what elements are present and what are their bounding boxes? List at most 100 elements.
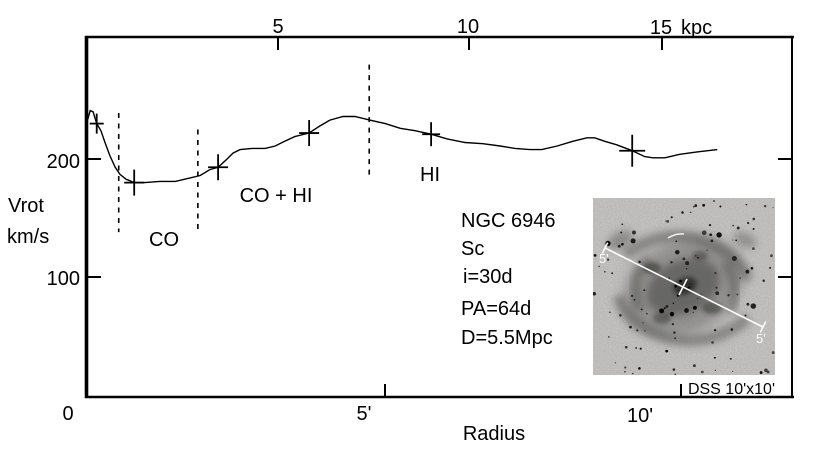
inset-scale-label-bottom: 5' [756, 331, 766, 346]
star-dot [739, 277, 741, 279]
star-dot [659, 308, 665, 314]
star-dot [672, 302, 675, 305]
star-dot [692, 305, 697, 310]
star-dot [714, 329, 717, 332]
star-dot [709, 233, 713, 237]
star-dot [730, 328, 734, 331]
plus-marker [422, 122, 441, 147]
star-dot [679, 279, 682, 283]
star-dot [769, 266, 772, 269]
axis-ticks [88, 37, 792, 397]
x-tick-label-0: 0 [62, 403, 73, 425]
region-label-hi: HI [420, 164, 440, 186]
region-label-co: CO [149, 229, 179, 251]
star-dot [732, 224, 734, 227]
star-dot [687, 286, 691, 289]
star-dot [772, 207, 774, 209]
star-dot [685, 268, 688, 270]
x-tick-label-10: 10' [627, 405, 653, 427]
star-dot [593, 291, 596, 296]
star-dot [638, 260, 641, 264]
star-dot [752, 247, 755, 250]
star-dot [692, 205, 695, 208]
star-dot [643, 289, 646, 292]
y-axis-label-units: km/s [7, 226, 49, 248]
x-tick-label-5: 5' [357, 403, 372, 425]
star-dot [689, 211, 692, 214]
info-line-inclination: i=30d [463, 266, 513, 288]
star-dot [604, 271, 606, 273]
star-dot [682, 257, 686, 261]
rotation-curve-line [86, 109, 718, 184]
inset-scale-label-top: 5' [599, 251, 609, 266]
star-dot [697, 256, 699, 259]
plus-marker [124, 169, 145, 196]
star-dot [732, 370, 734, 372]
plus-marker [89, 113, 104, 134]
y-axis-label-vrot: Vrot [8, 195, 44, 217]
star-dot [670, 216, 673, 219]
star-dot [744, 314, 747, 317]
star-dot [727, 294, 730, 297]
major-axis-line [601, 242, 767, 333]
region-label-cohi: CO + HI [240, 185, 313, 207]
star-dot [671, 322, 675, 326]
star-dot [693, 364, 696, 367]
star-dot [752, 217, 756, 221]
star-dot [684, 308, 689, 313]
star-dot [714, 369, 717, 372]
top-tick-label-15kpc: 15 [650, 17, 672, 39]
star-dot [644, 329, 646, 332]
y-tick-label-200: 200 [47, 151, 80, 173]
star-dot [763, 204, 767, 208]
star-dot [715, 291, 720, 296]
star-dot [672, 368, 676, 371]
star-dot [746, 302, 750, 306]
star-dot [631, 372, 634, 375]
star-dot [695, 255, 697, 257]
top-tick-label-10kpc: 10 [457, 16, 479, 38]
star-dot [674, 284, 678, 288]
star-dot [665, 349, 669, 353]
star-dot [593, 254, 597, 257]
star-dot [729, 357, 732, 360]
star-dot [736, 293, 739, 296]
galaxy-info-block: NGC 6946 Sc i=30d PA=64d D=5.5Mpc [461, 210, 556, 349]
inset-caption: DSS 10'x10' [688, 381, 775, 398]
star-dot [606, 258, 610, 261]
star-dot [731, 255, 737, 262]
star-dot [621, 223, 624, 226]
star-dot [714, 272, 717, 275]
star-dot [745, 269, 750, 274]
star-dot [621, 243, 624, 246]
star-dot [629, 325, 632, 329]
star-dot [685, 261, 690, 266]
star-dot [697, 298, 699, 300]
plus-marker [619, 134, 646, 167]
star-dot [609, 311, 611, 314]
star-dot [646, 312, 648, 315]
star-dot [710, 239, 714, 243]
star-dot [665, 305, 669, 308]
star-dot [719, 205, 722, 208]
star-dot [689, 283, 691, 285]
info-line-name: NGC 6946 [461, 210, 556, 232]
star-dot [674, 373, 677, 375]
star-dot [736, 226, 740, 230]
star-dot [694, 204, 698, 207]
star-dot [635, 347, 638, 349]
star-dot [624, 370, 626, 373]
star-dot [750, 303, 757, 309]
star-dot [711, 341, 714, 344]
x-axis-label-radius: Radius [463, 423, 525, 445]
star-dot [715, 286, 718, 289]
star-dot [624, 345, 628, 349]
dss-inset-image: 5' 5' DSS 10'x10' [593, 198, 775, 398]
star-dot [759, 371, 763, 374]
star-dot [620, 231, 623, 234]
star-dot [700, 370, 704, 374]
star-dot [766, 370, 770, 374]
star-dot [639, 347, 642, 350]
plus-marker [299, 120, 320, 147]
